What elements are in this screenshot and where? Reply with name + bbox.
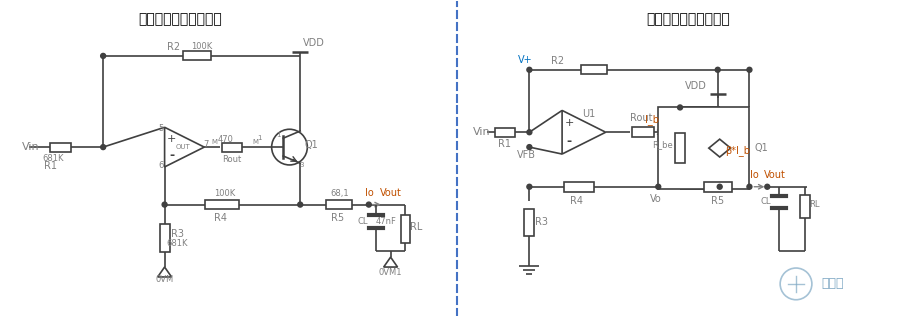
Text: 470: 470: [218, 135, 234, 144]
Text: 1: 1: [258, 135, 262, 141]
Text: +: +: [167, 134, 176, 144]
Text: R3: R3: [535, 217, 548, 227]
Bar: [704, 182, 732, 192]
Text: M: M: [211, 139, 218, 145]
Text: OUT: OUT: [176, 144, 191, 150]
Circle shape: [765, 184, 770, 189]
Text: RL: RL: [810, 200, 820, 209]
Circle shape: [527, 130, 532, 135]
Circle shape: [527, 67, 532, 72]
Text: 681K: 681K: [167, 239, 188, 248]
Text: R4: R4: [214, 213, 227, 223]
Text: 3: 3: [299, 162, 304, 168]
Bar: [524, 209, 534, 236]
Text: 100K: 100K: [191, 42, 212, 51]
Text: Vout: Vout: [380, 188, 401, 198]
Circle shape: [101, 145, 106, 150]
Circle shape: [101, 54, 106, 58]
Text: R1: R1: [498, 139, 511, 149]
Bar: [800, 195, 810, 218]
Bar: [222, 143, 242, 152]
Text: CL: CL: [358, 217, 368, 226]
Text: RL: RL: [410, 223, 422, 232]
Text: 百月辰: 百月辰: [822, 277, 845, 290]
Bar: [658, 107, 749, 189]
Text: M: M: [252, 139, 259, 145]
Text: Vout: Vout: [765, 170, 786, 180]
Text: R_be: R_be: [652, 141, 673, 150]
Text: R1: R1: [44, 161, 57, 171]
Text: 1: 1: [276, 132, 281, 138]
Text: I_b: I_b: [645, 114, 659, 125]
Circle shape: [747, 67, 752, 72]
Text: Vin: Vin: [473, 127, 490, 137]
Bar: [675, 133, 685, 163]
Text: Io: Io: [365, 188, 375, 198]
Text: Vin: Vin: [22, 142, 39, 152]
Text: R5: R5: [330, 213, 343, 223]
Circle shape: [366, 202, 371, 207]
Text: Q1: Q1: [755, 143, 768, 153]
Text: Rout: Rout: [630, 113, 653, 123]
Text: R2: R2: [551, 56, 564, 66]
Bar: [633, 127, 655, 137]
Bar: [564, 182, 594, 192]
Text: VDD: VDD: [685, 81, 707, 91]
Text: VFB: VFB: [517, 150, 536, 160]
Text: U1: U1: [582, 109, 596, 120]
Text: R3: R3: [171, 229, 184, 239]
Text: 6: 6: [158, 161, 163, 171]
Text: R2: R2: [167, 42, 180, 52]
Bar: [326, 200, 352, 209]
Text: 681K: 681K: [43, 153, 64, 163]
Bar: [50, 143, 72, 152]
Text: 47nF: 47nF: [375, 217, 396, 226]
Text: R5: R5: [711, 196, 724, 206]
Circle shape: [527, 184, 532, 189]
Bar: [206, 200, 239, 209]
Circle shape: [162, 202, 167, 207]
Text: 5: 5: [158, 124, 163, 133]
Circle shape: [747, 184, 752, 189]
Text: VDD: VDD: [303, 38, 325, 48]
Circle shape: [297, 202, 303, 207]
Circle shape: [677, 105, 682, 110]
Bar: [581, 65, 607, 74]
Text: Vo: Vo: [650, 194, 662, 204]
Text: 7: 7: [204, 139, 209, 149]
Text: 68,1: 68,1: [330, 189, 350, 198]
Bar: [495, 128, 514, 137]
Text: R4: R4: [570, 196, 584, 206]
Text: 实际电压转电流原理图: 实际电压转电流原理图: [139, 12, 222, 26]
Text: 电压转电流等效原理图: 电压转电流等效原理图: [646, 12, 730, 26]
Text: -: -: [566, 135, 572, 148]
Text: +: +: [565, 118, 574, 128]
Text: -: -: [169, 149, 174, 162]
Text: V+: V+: [518, 55, 532, 65]
Text: Rout: Rout: [222, 155, 241, 165]
Bar: [160, 224, 170, 252]
Text: 100K: 100K: [215, 189, 236, 198]
Text: Io: Io: [750, 170, 759, 180]
Bar: [184, 51, 211, 60]
Text: Q1: Q1: [305, 140, 319, 150]
Circle shape: [527, 145, 532, 150]
Bar: [400, 216, 410, 243]
Text: β*I_b: β*I_b: [725, 145, 750, 156]
Circle shape: [655, 184, 661, 189]
Circle shape: [715, 67, 721, 72]
Text: 0VM: 0VM: [155, 275, 174, 284]
Circle shape: [717, 184, 722, 189]
Text: 0VM1: 0VM1: [379, 268, 402, 277]
Text: CL: CL: [760, 197, 770, 206]
